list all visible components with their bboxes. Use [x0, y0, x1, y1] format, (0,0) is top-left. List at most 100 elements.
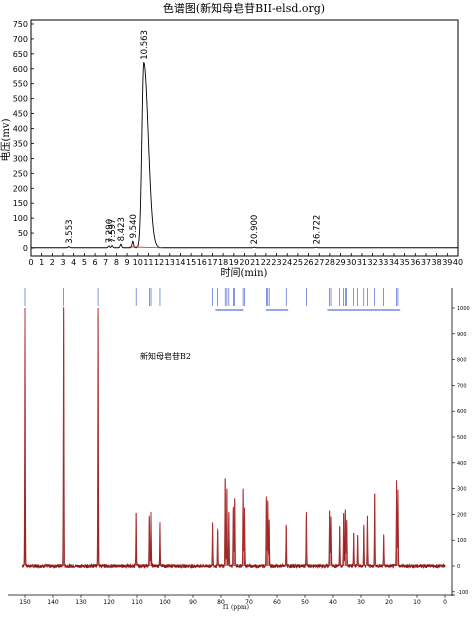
- x-tick-label: 120: [103, 599, 115, 606]
- y-tick-label: 600: [13, 65, 28, 74]
- y-tick-label: 300: [457, 487, 467, 493]
- chart-title: 色谱图(新知母皂苷BII-elsd.org): [163, 1, 325, 15]
- x-tick-label: 27: [314, 258, 324, 267]
- y-tick-label: 650: [13, 50, 28, 59]
- plot-frame: [30, 19, 459, 257]
- y-tick-label: -100: [457, 590, 468, 596]
- x-tick-label: 60: [273, 599, 281, 606]
- x-tick-label: 6: [93, 258, 98, 267]
- x-tick-label: 24: [282, 258, 292, 267]
- x-tick-label: 31: [357, 258, 367, 267]
- x-tick-label: 21: [250, 258, 260, 267]
- x-tick-label: 2: [50, 258, 55, 267]
- peak-label: 8.423: [117, 217, 127, 241]
- x-tick-label: 10: [413, 599, 421, 606]
- x-axis-label: f1 (ppm): [223, 604, 249, 611]
- x-tick-label: 36: [410, 258, 420, 267]
- axes: 150 140 130 120 110 100 90 80 70 60 50 40 30 20 10 0-10…: [8, 288, 470, 606]
- x-tick-label: 80: [217, 599, 225, 606]
- x-axis-label: 时间(min): [221, 266, 268, 279]
- y-tick-label: 450: [13, 110, 28, 119]
- x-tick-label: 20: [385, 599, 393, 606]
- y-tick-label: 500: [457, 435, 467, 441]
- sample-annotation: 新知母皂苷B2: [140, 351, 191, 361]
- y-tick-label: 750: [13, 20, 28, 29]
- y-tick-label: 0: [457, 564, 460, 570]
- x-tick-label: 30: [346, 258, 356, 267]
- x-tick-label: 0: [28, 258, 33, 267]
- x-tick-label: 32: [368, 258, 378, 267]
- x-tick-label: 7: [103, 258, 108, 267]
- peak-label: 3.553: [65, 219, 75, 243]
- x-tick-label: 38: [432, 258, 442, 267]
- x-tick-label: 13: [165, 258, 175, 267]
- x-tick-label: 40: [453, 258, 463, 267]
- y-tick-label: 500: [13, 95, 28, 104]
- y-tick-label: 800: [457, 358, 467, 364]
- y-tick-label: 1000: [457, 306, 470, 312]
- x-axis: 0 1 2 3 4 5 6 7 8 9 10 11 12 13 14 15 16 17 18 19 20 21 22 23 24…: [28, 253, 463, 267]
- peak-label: 7.597: [108, 219, 118, 243]
- x-tick-label: 110: [131, 599, 143, 606]
- y-tick-label: 600: [457, 409, 467, 415]
- x-tick-label: 9: [125, 258, 130, 267]
- peak-label: 26.722: [312, 215, 322, 245]
- spectrum-plot: [21, 307, 446, 570]
- y-tick-label: 400: [13, 125, 28, 134]
- y-tick-label: 100: [13, 214, 28, 223]
- y-tick-label: 200: [457, 512, 467, 518]
- y-tick-label: 200: [13, 184, 28, 193]
- x-tick-label: 22: [261, 258, 271, 267]
- x-tick-label: 50: [301, 599, 309, 606]
- x-tick-label: 12: [154, 258, 164, 267]
- x-tick-label: 19: [229, 258, 239, 267]
- x-tick-label: 0: [443, 599, 447, 606]
- x-tick-label: 100: [159, 599, 171, 606]
- x-tick-label: 14: [175, 258, 185, 267]
- x-tick-label: 20: [239, 258, 249, 267]
- x-tick-label: 29: [335, 258, 345, 267]
- x-tick-label: 15: [186, 258, 196, 267]
- peak-label: 9.540: [129, 214, 139, 238]
- y-tick-label: 900: [457, 332, 467, 338]
- x-tick-label: 8: [114, 258, 119, 267]
- x-tick-label: 17: [207, 258, 217, 267]
- y-tick-label: 50: [18, 229, 28, 238]
- y-axis-label: 电压(mv): [0, 118, 12, 161]
- x-tick-label: 11: [143, 258, 153, 267]
- y-tick-label: 350: [13, 139, 28, 148]
- y-tick-label: 700: [457, 383, 467, 389]
- x-tick-label: 28: [325, 258, 335, 267]
- x-tick-label: 1: [39, 258, 44, 267]
- x-tick-label: 35: [400, 258, 410, 267]
- x-tick-label: 30: [357, 599, 365, 606]
- x-tick-label: 33: [378, 258, 388, 267]
- x-tick-label: 3: [60, 258, 65, 267]
- y-tick-label: 150: [13, 199, 28, 208]
- y-tick-label: 400: [457, 461, 467, 467]
- x-tick-label: 10: [133, 258, 143, 267]
- y-axis: 0 50 100 150 200 250 300 350 400 450 500 550 600 650 7…: [13, 20, 34, 253]
- x-tick-label: 18: [218, 258, 228, 267]
- x-tick-label: 37: [421, 258, 431, 267]
- hplc-chromatogram: 色谱图(新知母皂苷BII-elsd.org) 电压(mv) 时间(min) 0 5…: [0, 1, 463, 279]
- x-tick-label: 25: [293, 258, 303, 267]
- x-tick-label: 5: [82, 258, 87, 267]
- x-tick-label: 130: [75, 599, 87, 606]
- x-tick-label: 90: [189, 599, 197, 606]
- x-tick-label: 34: [389, 258, 399, 267]
- integration-baseline: [129, 246, 163, 249]
- y-tick-label: 0: [23, 244, 28, 253]
- peak-pick-labels: [24, 288, 401, 311]
- plot-area: [31, 61, 458, 249]
- x-tick-label: 40: [329, 599, 337, 606]
- peak-label: 20.900: [250, 215, 260, 245]
- x-tick-label: 140: [47, 599, 59, 606]
- signal-trace: [31, 61, 458, 249]
- nmr-spectrum: 新知母皂苷B2 f1 (ppm) 150 140 130 120 110 100 90 80 7…: [8, 288, 470, 611]
- x-tick-label: 70: [245, 599, 253, 606]
- x-tick-label: 39: [442, 258, 452, 267]
- peak-label: 10.563: [140, 30, 150, 60]
